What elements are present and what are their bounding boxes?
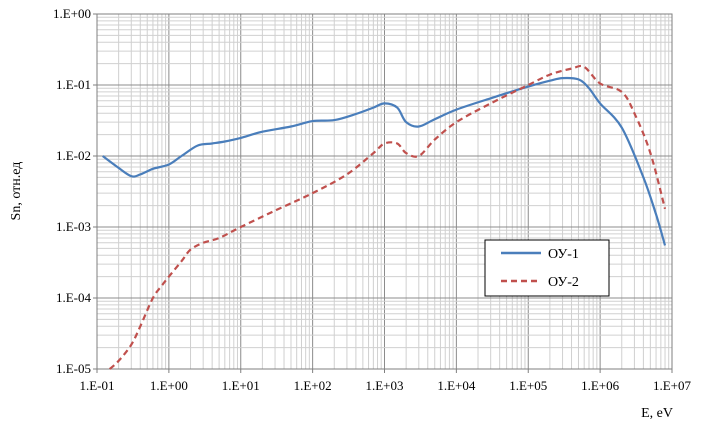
x-tick-label: 1.E+02	[294, 378, 332, 393]
y-tick-label: 1.E+00	[53, 6, 91, 21]
legend-box	[484, 239, 610, 297]
y-tick-label: 1.E-03	[56, 219, 91, 234]
x-tick-label: 1.E+05	[509, 378, 547, 393]
legend-label-series-1: ОУ-1	[548, 247, 579, 262]
y-tick-label: 1.E-01	[56, 77, 91, 92]
y-axis-ticks: 1.E-05 1.E-04 1.E-03 1.E-02 1.E-01 1.E+00	[53, 6, 97, 376]
x-tick-label: 1.E+00	[150, 378, 188, 393]
legend-label-series-2: ОУ-2	[548, 275, 579, 290]
y-tick-label: 1.E-04	[56, 290, 92, 305]
y-tick-label: 1.E-05	[56, 361, 91, 376]
x-tick-label: 1.E+03	[365, 378, 403, 393]
y-tick-label: 1.E-02	[56, 148, 91, 163]
series-line-1	[102, 76, 667, 246]
y-axis-label: Sn, отн.ед	[9, 162, 24, 221]
series-layer	[102, 64, 667, 370]
x-tick-label: 1.E+01	[222, 378, 260, 393]
x-tick-label: 1.E+06	[581, 378, 620, 393]
series-line-2	[108, 64, 667, 370]
legend: ОУ-1 ОУ-2	[484, 239, 610, 297]
x-tick-label: 1.E-01	[79, 378, 114, 393]
x-tick-label: 1.E+04	[437, 378, 476, 393]
x-axis-ticks: 1.E-01 1.E+00 1.E+01 1.E+02 1.E+03 1.E+04 1.E+…	[79, 369, 692, 393]
grid	[96, 14, 672, 370]
x-axis-label: E, eV	[641, 406, 673, 421]
x-tick-label: 1.E+07	[653, 378, 692, 393]
